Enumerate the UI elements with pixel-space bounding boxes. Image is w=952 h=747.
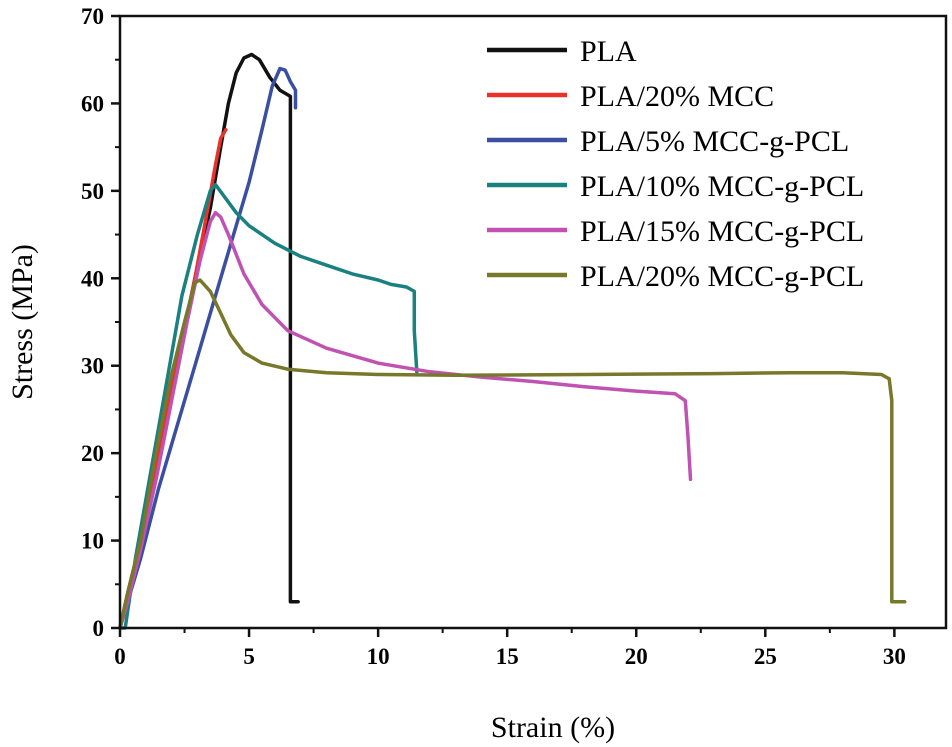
legend-label: PLA/20% MCC-g-PCL: [580, 260, 864, 293]
x-tick-label: 5: [243, 644, 255, 669]
x-axis-title: Strain (%): [491, 711, 615, 744]
series-line-0: [118, 52, 300, 630]
y-tick-label: 70: [81, 4, 104, 29]
y-axis: 0 10 20 30 40 50 60 70: [81, 4, 120, 641]
x-tick-label: 0: [114, 644, 126, 669]
legend-label: PLA/5% MCC-g-PCL: [580, 125, 849, 158]
x-tick-label: 30: [883, 644, 906, 669]
x-tick-label: 25: [754, 644, 777, 669]
x-tick-label: 20: [625, 644, 648, 669]
x-axis: 0 5 10 15 20 25 30: [114, 628, 906, 669]
legend-label: PLA/15% MCC-g-PCL: [580, 215, 864, 248]
y-tick-label: 60: [81, 91, 104, 116]
legend-label: PLA/10% MCC-g-PCL: [580, 170, 864, 203]
legend-label: PLA/20% MCC: [580, 80, 774, 113]
series-line-3: [118, 182, 419, 630]
plot-area-frame: [118, 14, 948, 630]
series-line-2: [118, 66, 298, 630]
legend: PLA PLA/20% MCC PLA/5% MCC-g-PCL PLA/10% MC…: [487, 35, 864, 293]
y-tick-label: 0: [93, 616, 105, 641]
y-tick-label: 20: [81, 441, 104, 466]
series-line-4: [118, 210, 693, 630]
x-tick-label: 15: [496, 644, 519, 669]
series-lines: [118, 52, 907, 630]
y-tick-label: 30: [81, 354, 104, 379]
x-tick-label: 10: [367, 644, 390, 669]
series-line-5: [118, 278, 907, 630]
y-tick-label: 10: [81, 529, 104, 554]
y-axis-title: Stress (MPa): [6, 244, 39, 400]
y-tick-label: 50: [81, 179, 104, 204]
legend-label: PLA: [580, 35, 637, 68]
y-tick-label: 40: [81, 266, 104, 291]
